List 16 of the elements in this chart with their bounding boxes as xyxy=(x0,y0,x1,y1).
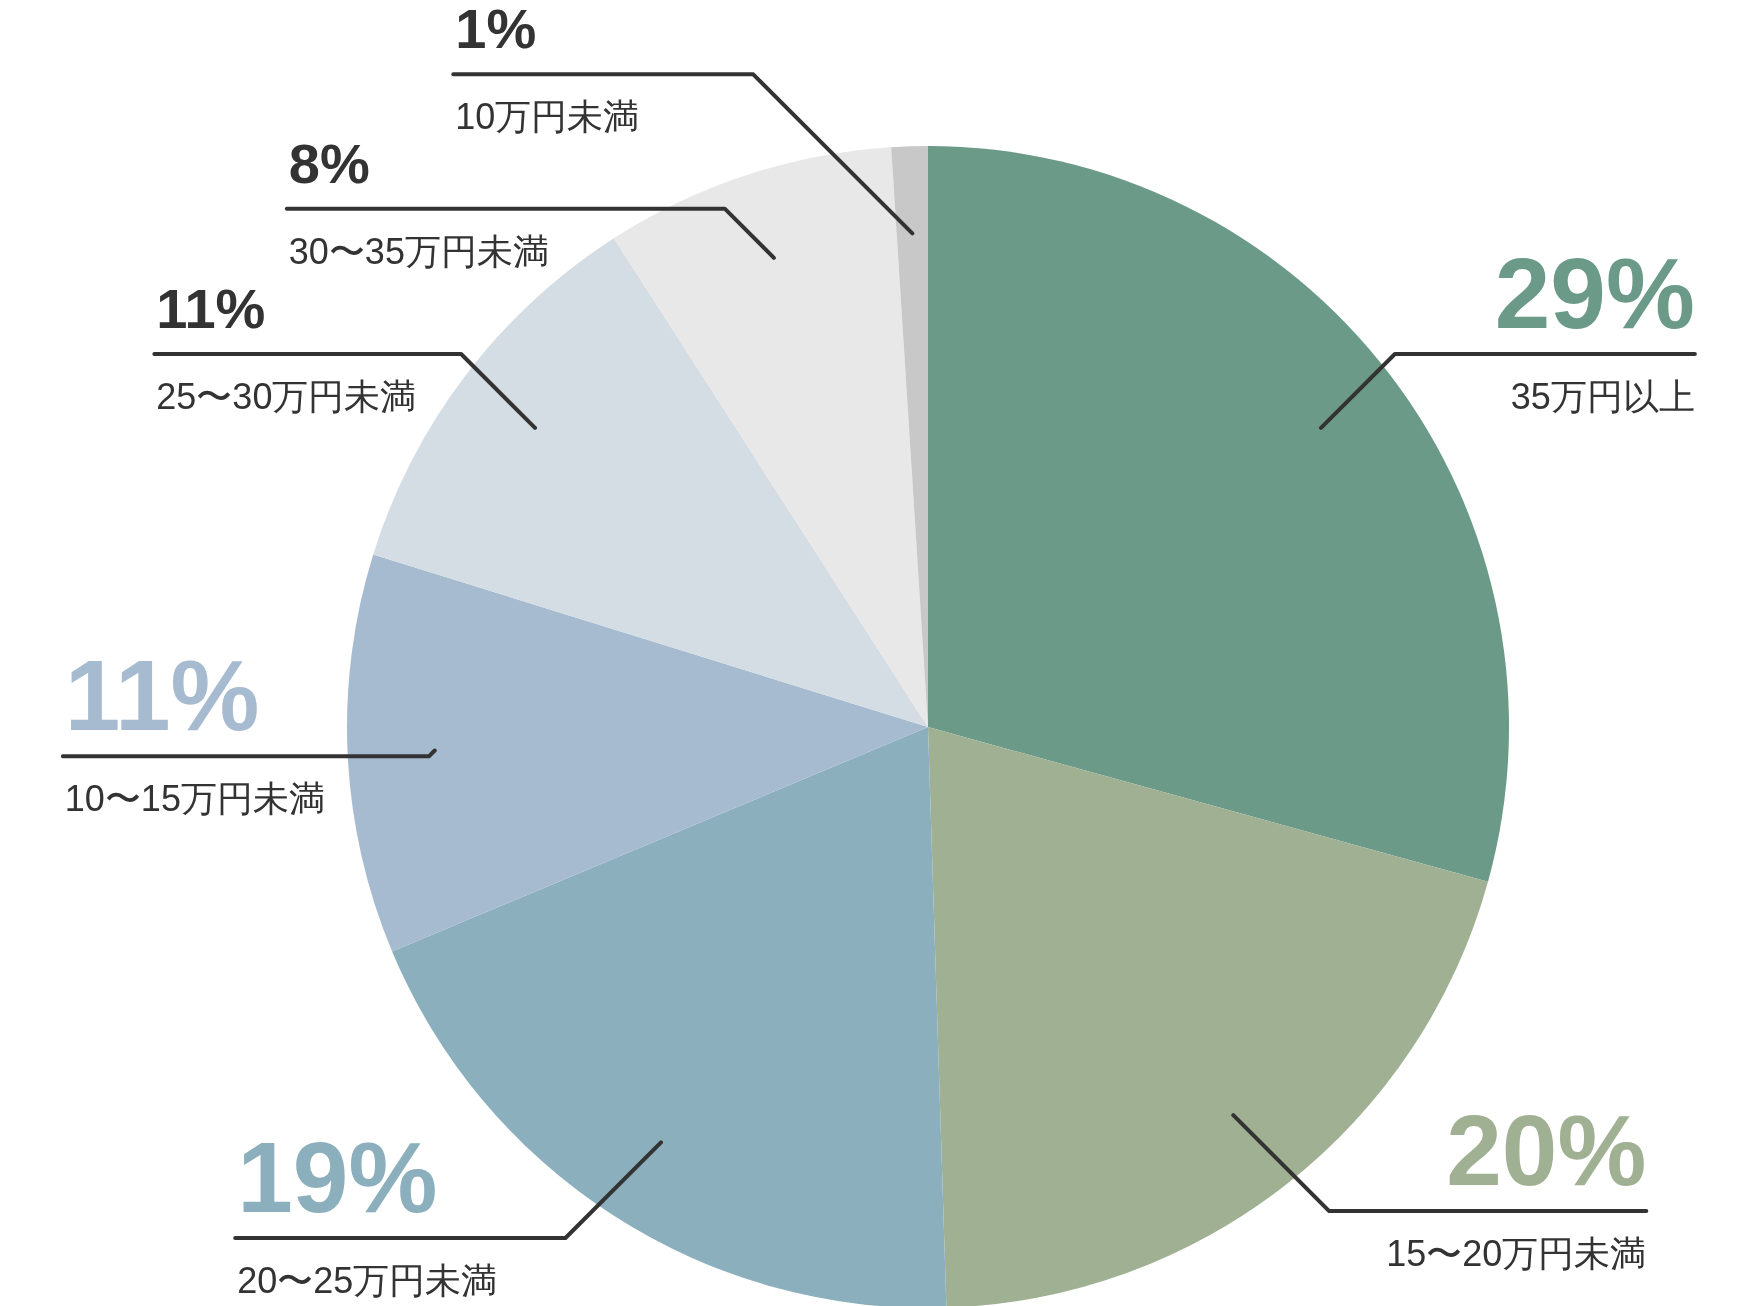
slice-label: 10万円未満 xyxy=(455,96,640,138)
pie-slice xyxy=(347,554,928,952)
slice-label: 35万円以上 xyxy=(1510,376,1695,418)
pie-slice xyxy=(613,147,928,727)
data-label: 8% xyxy=(288,131,370,195)
data-label: 20% xyxy=(1446,1094,1647,1207)
data-label: 11% xyxy=(156,277,266,341)
data-label: 1% xyxy=(455,0,537,61)
data-label: 29% xyxy=(1494,237,1695,350)
slice-label: 10〜15万円未満 xyxy=(64,778,325,820)
slice-label: 15〜20万円未満 xyxy=(1386,1233,1647,1275)
slice-label: 20〜25万円未満 xyxy=(237,1260,498,1301)
slice-label: 25〜30万円未満 xyxy=(156,376,417,418)
data-label: 19% xyxy=(237,1121,438,1233)
slice-label: 30〜35万円未満 xyxy=(288,230,549,272)
data-label: 11% xyxy=(64,639,260,752)
